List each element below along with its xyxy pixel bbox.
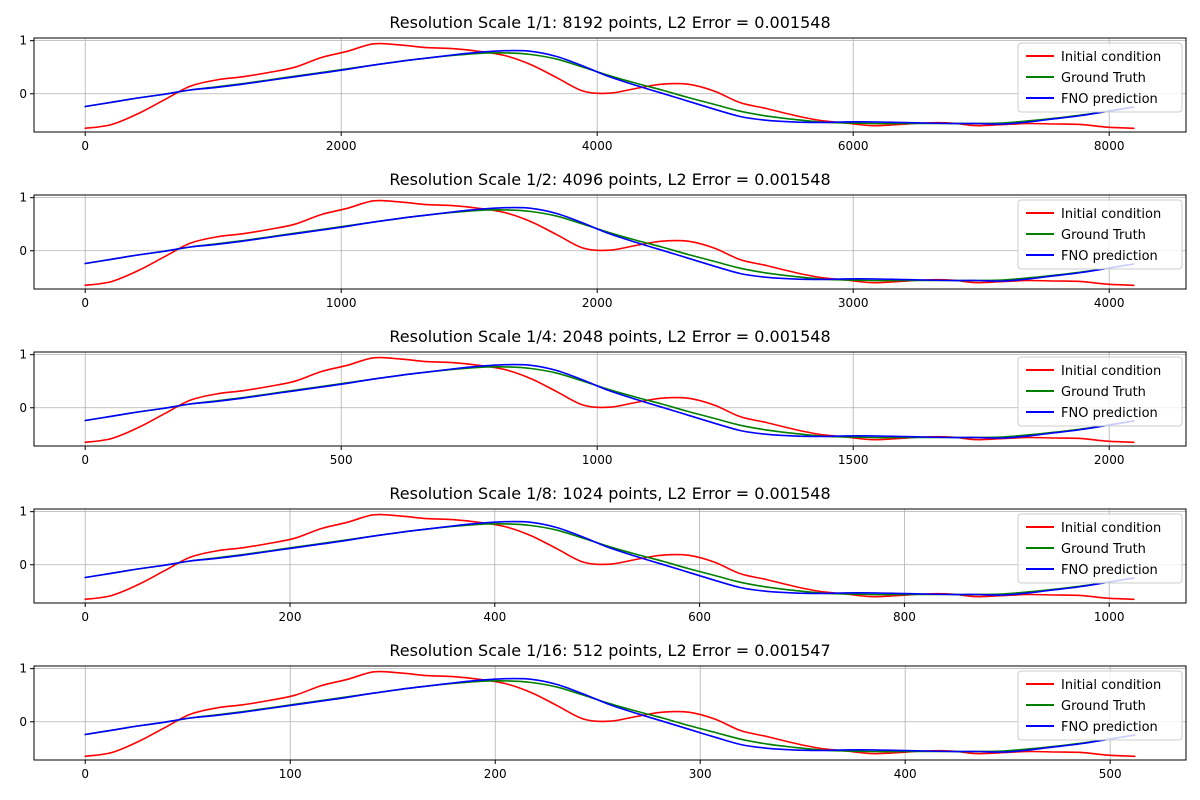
series-line-fno-prediction [84,206,1135,282]
legend-label: Initial condition [1061,521,1161,536]
series-line-initial-condition [84,42,1135,130]
legend-box [1017,199,1183,270]
legend-label: Initial condition [1061,50,1161,65]
x-tick-label: 1000 [582,453,613,467]
plot-area [84,513,1135,601]
series-line-ground-truth [84,680,1136,753]
y-tick-label: 0 [19,715,27,729]
x-tick-label: 400 [483,610,506,624]
subplot-title: Resolution Scale 1/4: 2048 points, L2 Er… [389,327,830,346]
legend-label: Initial condition [1061,678,1161,693]
subplot-title: Resolution Scale 1/8: 1024 points, L2 Er… [389,484,830,503]
series-line-ground-truth [84,52,1135,125]
legend-label: FNO prediction [1061,563,1158,578]
series-line-fno-prediction [84,49,1135,125]
legend-label: Ground Truth [1061,385,1146,400]
legend: Initial condition Ground Truth FNO predict… [1017,513,1183,584]
legend-box [1017,513,1183,584]
subplot-5: Resolution Scale 1/16: 512 points, L2 Er… [19,641,1187,781]
subplot-1: Resolution Scale 1/1: 8192 points, L2 Er… [19,13,1187,153]
y-tick-label: 1 [19,505,27,519]
y-tick-label: 0 [19,401,27,415]
legend-label: Ground Truth [1061,71,1146,86]
legend-label: FNO prediction [1061,720,1158,735]
y-tick-label: 0 [19,87,27,101]
x-tick-label: 1000 [326,296,357,310]
subplot-3: Resolution Scale 1/4: 2048 points, L2 Er… [19,327,1187,467]
plot-area [84,42,1135,130]
axes-frame [33,508,1187,604]
legend-box [1017,670,1183,741]
plot-area [84,670,1136,758]
y-tick-label: 1 [19,34,27,48]
y-tick-label: 1 [19,662,27,676]
legend-label: Initial condition [1061,207,1161,222]
legend: Initial condition Ground Truth FNO predict… [1017,670,1183,741]
y-tick-label: 1 [19,348,27,362]
legend-label: Ground Truth [1061,228,1146,243]
x-tick-label: 4000 [1094,296,1125,310]
series-line-fno-prediction [84,363,1135,439]
subplot-2: Resolution Scale 1/2: 4096 points, L2 Er… [19,170,1187,310]
x-tick-label: 2000 [582,296,613,310]
series-line-initial-condition [84,199,1135,287]
legend: Initial condition Ground Truth FNO predict… [1017,42,1183,113]
x-tick-label: 1000 [1094,610,1125,624]
axes-frame [33,37,1187,133]
x-tick-label: 300 [689,767,712,781]
x-tick-label: 600 [688,610,711,624]
x-tick-label: 0 [81,610,89,624]
x-tick-label: 3000 [838,296,869,310]
x-tick-label: 200 [279,610,302,624]
series-line-fno-prediction [84,677,1136,753]
x-tick-label: 2000 [326,139,357,153]
x-tick-label: 500 [330,453,353,467]
series-line-fno-prediction [84,520,1135,596]
series-line-ground-truth [84,209,1135,282]
x-tick-label: 400 [894,767,917,781]
series-line-initial-condition [84,670,1136,758]
subplot-title: Resolution Scale 1/1: 8192 points, L2 Er… [389,13,830,32]
x-tick-label: 100 [279,767,302,781]
legend-box [1017,356,1183,427]
x-tick-label: 2000 [1094,453,1125,467]
legend-label: FNO prediction [1061,406,1158,421]
series-line-ground-truth [84,366,1135,439]
x-tick-label: 0 [81,139,89,153]
legend: Initial condition Ground Truth FNO predict… [1017,199,1183,270]
series-line-ground-truth [84,523,1135,596]
x-tick-label: 0 [81,296,89,310]
axes-frame [33,665,1187,761]
x-tick-label: 8000 [1094,139,1125,153]
legend-label: FNO prediction [1061,92,1158,107]
x-tick-label: 500 [1099,767,1122,781]
legend-box [1017,42,1183,113]
x-tick-label: 1500 [838,453,869,467]
x-tick-label: 6000 [838,139,869,153]
x-tick-label: 0 [81,767,89,781]
subplot-title: Resolution Scale 1/2: 4096 points, L2 Er… [389,170,830,189]
x-tick-label: 0 [81,453,89,467]
axes-frame [33,351,1187,447]
legend: Initial condition Ground Truth FNO predict… [1017,356,1183,427]
series-line-initial-condition [84,513,1135,601]
legend-label: FNO prediction [1061,249,1158,264]
x-tick-label: 200 [484,767,507,781]
x-tick-label: 800 [893,610,916,624]
legend-label: Ground Truth [1061,542,1146,557]
plot-area [84,199,1135,287]
plot-area [84,356,1135,444]
axes-frame [33,194,1187,290]
legend-label: Ground Truth [1061,699,1146,714]
y-tick-label: 0 [19,558,27,572]
y-tick-label: 1 [19,191,27,205]
series-line-initial-condition [84,356,1135,444]
y-tick-label: 0 [19,244,27,258]
subplot-title: Resolution Scale 1/16: 512 points, L2 Er… [389,641,830,660]
subplot-4: Resolution Scale 1/8: 1024 points, L2 Er… [19,484,1187,624]
legend-label: Initial condition [1061,364,1161,379]
x-tick-label: 4000 [582,139,613,153]
